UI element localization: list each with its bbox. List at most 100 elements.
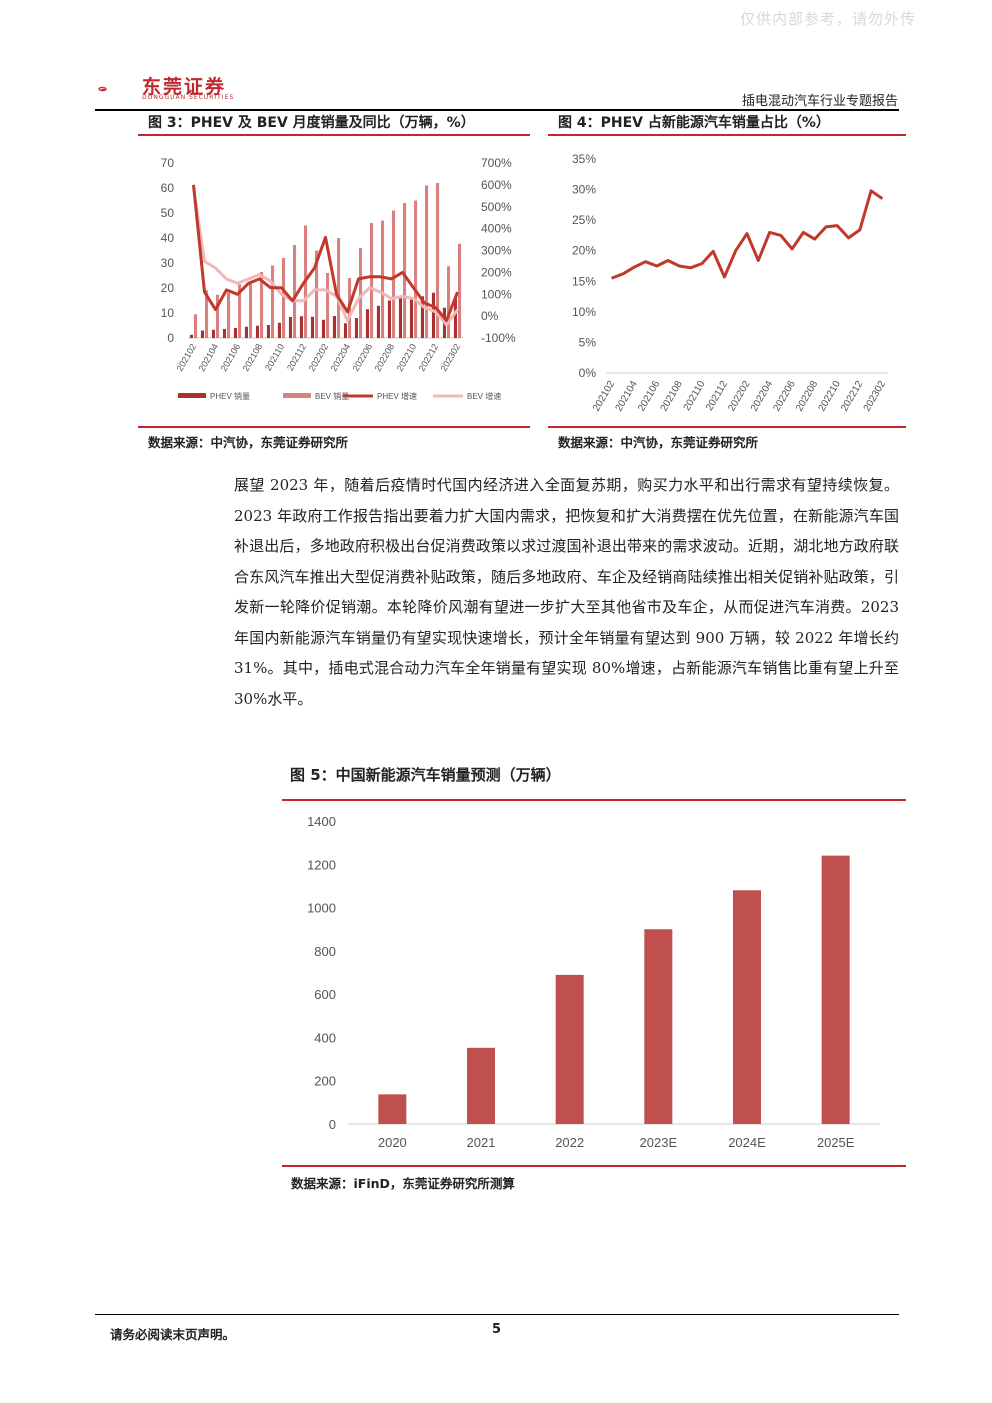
fig3-bev-bar	[337, 238, 341, 338]
fig5-title: 图 5：中国新能源汽车销量预测（万辆）	[290, 766, 561, 784]
fig3-bev-bar	[238, 284, 242, 338]
fig4-y-tick-label: 0%	[579, 366, 597, 380]
fig3-x-tick-label: 202302	[439, 342, 463, 373]
fig3-phev-bar	[431, 292, 435, 338]
fig5-source: 数据来源：iFinD，东莞证券研究所测算	[291, 1176, 515, 1191]
fig3-right-tick-label: 600%	[481, 178, 512, 192]
fig3-phev-bar	[409, 297, 413, 338]
fig3-bev-bar	[370, 223, 374, 338]
fig3-x-tick-label: 202108	[241, 342, 265, 373]
fig3-bev-bar	[359, 248, 363, 338]
fig3-left-tick-label: 70	[161, 156, 175, 170]
fig5-x-tick-label: 2023E	[640, 1135, 678, 1150]
fig3-right-tick-label: 700%	[481, 156, 512, 170]
page-number: 5	[492, 1322, 502, 1337]
fig4-title: 图 4：PHEV 占新能源汽车销量占比（%）	[558, 115, 830, 131]
fig3-phev-bar	[211, 329, 215, 338]
fig5-y-tick-label: 1200	[307, 857, 336, 872]
header-divider	[95, 109, 899, 111]
fig5-bar	[644, 929, 673, 1124]
fig3-bev-bar	[458, 243, 462, 338]
fig3-right-tick-label: 100%	[481, 287, 512, 301]
fig5-y-tick-label: 200	[314, 1074, 336, 1089]
fig3-left-tick-label: 20	[161, 281, 175, 295]
fig4-chart: 0%5%10%15%20%25%30%35%202102202104202106…	[572, 152, 888, 413]
fig3-right-tick-label: 0%	[481, 309, 499, 323]
fig4-y-tick-label: 30%	[572, 183, 596, 197]
fig3-x-tick-label: 202206	[351, 342, 375, 373]
fig5-y-tick-label: 600	[314, 987, 336, 1002]
fig3-phev-bar	[332, 316, 336, 338]
fig3-bev-bar	[260, 272, 264, 338]
logo-subtitle: DONGGUAN SECURITIES	[142, 94, 235, 101]
fig3-chart: 0 10 20 30 40 50 60 70 -100% 0% 100% 200% 300% 400% 50…	[161, 156, 516, 401]
fig5-y-tick-label: 400	[314, 1030, 336, 1045]
fig3-x-tick-label: 202102	[175, 342, 199, 373]
fig3-phev-bar	[321, 319, 325, 338]
fig3-bev-bar	[447, 266, 451, 338]
fig3-phev-bar	[299, 316, 303, 338]
fig5-chart: 0 200 400 600 800 1000 1200 1400 2020 2021 2022 202…	[307, 814, 880, 1150]
fig5-bar	[555, 974, 584, 1124]
fig3-right-tick-label: 200%	[481, 265, 512, 279]
fig3-phev-bar	[288, 317, 292, 338]
fig3-phev-bar	[189, 334, 193, 338]
fig3-phev-bar	[343, 323, 347, 338]
fig3-phev-bar	[244, 326, 248, 338]
fig3-bev-growth-line	[192, 186, 459, 327]
fig5-bar	[733, 890, 761, 1124]
fig3-bottom-rule	[138, 426, 530, 428]
fig3-phev-bar	[420, 296, 424, 338]
company-logo-icon	[98, 86, 107, 92]
fig5-bar	[378, 1094, 407, 1124]
fig4-y-tick-label: 35%	[572, 152, 596, 166]
fig4-top-rule	[548, 134, 906, 136]
fig3-x-tick-label: 202208	[373, 342, 397, 373]
fig3-x-tick-label: 202202	[307, 342, 331, 373]
fig3-left-tick-label: 10	[161, 306, 175, 320]
footer-disclaimer: 请务必阅读末页声明。	[110, 1327, 236, 1342]
fig3-x-tick-label: 202110	[263, 342, 286, 372]
fig3-right-tick-label: 400%	[481, 222, 512, 236]
fig3-bev-bar	[414, 200, 418, 338]
fig3-phev-bar	[266, 325, 270, 338]
fig3-phev-bar	[387, 300, 391, 338]
fig3-left-tick-label: 40	[161, 231, 175, 245]
fig3-phev-bar	[365, 309, 369, 338]
fig4-bottom-rule	[548, 426, 906, 428]
fig3-bev-bar	[271, 265, 275, 338]
body-paragraph: 展望 2023 年，随着后疫情时代国内经济进入全面复苏期，购买力水平和出行需求有…	[234, 476, 899, 708]
fig3-legend-label: PHEV 销量	[210, 391, 250, 401]
fig3-phev-bar	[310, 316, 314, 338]
fig5-y-tick-label: 1400	[307, 814, 336, 829]
fig3-legend-label: BEV 销量	[315, 391, 349, 401]
fig3-phev-bar	[453, 297, 457, 338]
fig5-bar	[467, 1047, 495, 1124]
fig3-bev-bar	[282, 258, 286, 338]
fig3-top-rule	[138, 134, 530, 136]
fig5-x-tick-label: 2024E	[728, 1135, 766, 1150]
fig4-y-tick-label: 10%	[572, 305, 596, 319]
fig3-bev-bar	[381, 220, 385, 338]
fig3-bev-bar	[315, 250, 319, 338]
fig3-phev-bar	[277, 322, 281, 338]
fig3-left-tick-label: 60	[161, 181, 175, 195]
fig5-y-tick-label: 800	[314, 944, 336, 959]
logo-text: 东莞证券	[142, 76, 227, 98]
fig5-x-tick-label: 2022	[555, 1135, 584, 1150]
fig3-bev-bar	[326, 273, 330, 338]
fig4-phev-share-line	[611, 189, 884, 280]
fig4-y-tick-label: 5%	[579, 335, 597, 349]
fig5-bar	[821, 855, 850, 1124]
fig3-bev-bar	[436, 183, 440, 338]
fig3-left-tick-label: 50	[161, 206, 175, 220]
fig5-y-tick-label: 0	[329, 1117, 336, 1132]
fig3-phev-growth-line	[192, 184, 459, 322]
fig3-legend-label: PHEV 增速	[377, 391, 417, 401]
fig3-bev-bar	[227, 292, 231, 338]
fig3-source: 数据来源：中汽协，东莞证券研究所	[148, 435, 349, 450]
fig4-y-tick-label: 25%	[572, 213, 596, 227]
fig3-right-tick-label: -100%	[481, 331, 516, 345]
fig3-bev-bar	[293, 245, 297, 338]
fig3-bev-bar	[194, 314, 198, 338]
